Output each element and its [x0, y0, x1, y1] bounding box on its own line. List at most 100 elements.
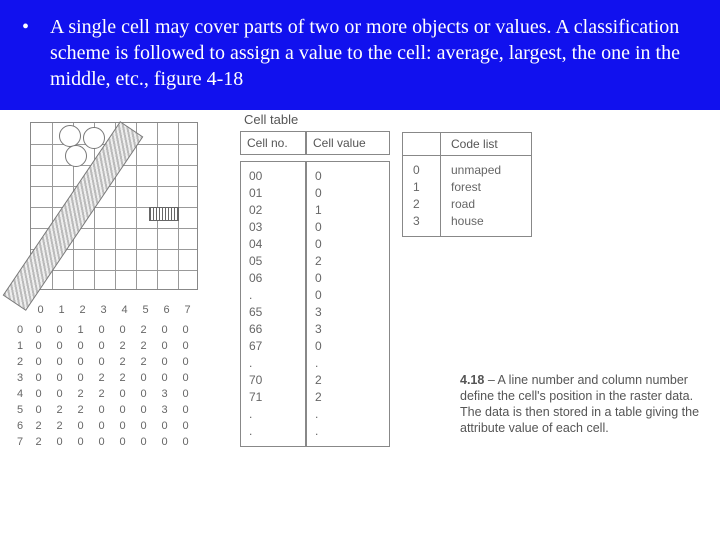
figure-caption: 4.18 – A line number and column number d…: [460, 372, 700, 436]
matrix-cell: 2: [70, 386, 91, 402]
matrix-cell: 3: [154, 386, 175, 402]
matrix-cell: 2: [28, 434, 49, 450]
matrix-cell: 2: [133, 354, 154, 370]
cell-table-title: Cell table: [244, 112, 390, 127]
caption-body: – A line number and column number define…: [460, 373, 699, 435]
matrix-cell: 0: [91, 338, 112, 354]
cell-table-col-cellvalue: 00100200330.22..: [306, 161, 390, 447]
matrix-cell: 2: [112, 338, 133, 354]
forest-icon: [65, 145, 87, 167]
forest-icon: [83, 127, 105, 149]
cell-table-head-c2: Cell value: [306, 131, 390, 155]
matrix-cell: 0: [70, 370, 91, 386]
col-hdr: 1: [51, 302, 72, 318]
col-hdr: 4: [114, 302, 135, 318]
matrix-cell: 0: [49, 386, 70, 402]
matrix-cell: 0: [91, 322, 112, 338]
matrix-cell: 0: [28, 338, 49, 354]
col-hdr: 0: [30, 302, 51, 318]
matrix-cell: 0: [28, 386, 49, 402]
matrix-cell: 0: [133, 370, 154, 386]
bullet-marker: •: [22, 14, 50, 92]
matrix-cell: 0: [49, 354, 70, 370]
matrix-cell: 0: [49, 338, 70, 354]
matrix-cell: 0: [112, 402, 133, 418]
caption-number: 4.18: [460, 373, 484, 387]
matrix-cell: 0: [175, 402, 196, 418]
code-list-labels: unmapedforestroadhouse: [441, 156, 531, 236]
code-list-body: 0123 unmapedforestroadhouse: [402, 155, 532, 237]
matrix-cell: 0: [175, 338, 196, 354]
raster-row-headers: 0 1 2 3 4 5 6 7: [12, 322, 28, 450]
matrix-cell: 0: [112, 386, 133, 402]
matrix-cell: 0: [175, 386, 196, 402]
matrix-cell: 0: [28, 402, 49, 418]
matrix-cell: 0: [49, 322, 70, 338]
matrix-cell: 0: [154, 370, 175, 386]
matrix-cell: 2: [133, 338, 154, 354]
matrix-cell: 0: [112, 322, 133, 338]
matrix-cell: 2: [112, 354, 133, 370]
matrix-cell: 1: [70, 322, 91, 338]
matrix-cell: 3: [154, 402, 175, 418]
matrix-cell: 0: [70, 338, 91, 354]
forest-icon: [59, 125, 81, 147]
matrix-cell: 0: [70, 354, 91, 370]
matrix-cell: 2: [91, 386, 112, 402]
matrix-cell: 2: [70, 402, 91, 418]
matrix-cell: 0: [70, 434, 91, 450]
col-hdr: 3: [93, 302, 114, 318]
raster-matrix: 0 1 2 3 4 5 6 7 001002000000220000002200…: [12, 322, 196, 450]
cell-table-head-c1: Cell no.: [240, 131, 306, 155]
col-hdr: 5: [135, 302, 156, 318]
bullet-text: A single cell may cover parts of two or …: [50, 14, 698, 92]
matrix-cell: 0: [28, 354, 49, 370]
matrix-cell: 0: [175, 322, 196, 338]
matrix-cell: 0: [154, 322, 175, 338]
code-list-codes: 0123: [403, 156, 441, 236]
matrix-cell: 2: [49, 402, 70, 418]
matrix-cell: 2: [133, 322, 154, 338]
cell-table-body: 00010203040506.656667.7071.. 00100200330…: [240, 161, 390, 447]
matrix-cell: 0: [133, 434, 154, 450]
matrix-cell: 0: [70, 418, 91, 434]
matrix-cell: 0: [133, 402, 154, 418]
matrix-cell: 0: [154, 338, 175, 354]
matrix-cell: 0: [28, 370, 49, 386]
col-hdr: 6: [156, 302, 177, 318]
matrix-cell: 2: [49, 418, 70, 434]
matrix-cell: 0: [91, 354, 112, 370]
matrix-cell: 0: [175, 418, 196, 434]
matrix-cell: 0: [91, 434, 112, 450]
matrix-cell: 2: [28, 418, 49, 434]
matrix-cell: 0: [154, 354, 175, 370]
matrix-cell: 0: [91, 418, 112, 434]
raster-grid: [30, 122, 198, 290]
caption-text: 4.18 – A line number and column number d…: [460, 372, 700, 436]
matrix-cell: 0: [154, 434, 175, 450]
matrix-cell: 0: [133, 386, 154, 402]
matrix-cell: 2: [112, 370, 133, 386]
cell-table: Cell table Cell no. Cell value 000102030…: [240, 112, 390, 447]
cell-table-col-cellno: 00010203040506.656667.7071..: [240, 161, 306, 447]
cell-table-head: Cell no. Cell value: [240, 131, 390, 155]
raster-col-headers: 0 1 2 3 4 5 6 7: [30, 302, 198, 318]
matrix-cell: 0: [49, 370, 70, 386]
matrix-cell: 0: [49, 434, 70, 450]
matrix-cell: 2: [91, 370, 112, 386]
code-list: Code list 0123 unmapedforestroadhouse: [402, 132, 532, 237]
matrix-cell: 0: [112, 434, 133, 450]
matrix-cell: 0: [91, 402, 112, 418]
matrix-cell: 0: [133, 418, 154, 434]
matrix-cell: 0: [175, 434, 196, 450]
bullet-item: • A single cell may cover parts of two o…: [22, 14, 698, 92]
matrix-cell: 0: [175, 354, 196, 370]
matrix-cell: 0: [112, 418, 133, 434]
col-hdr: 2: [72, 302, 93, 318]
raster-matrix-body: 0010020000002200000022000002200000220030…: [28, 322, 196, 450]
slide: • A single cell may cover parts of two o…: [0, 0, 720, 540]
raster-grid-figure: 0 1 2 3 4 5 6 7 0 1 2 3 4 5: [30, 122, 210, 290]
matrix-cell: 0: [175, 370, 196, 386]
matrix-cell: 0: [154, 418, 175, 434]
code-list-head: Code list: [402, 132, 532, 155]
